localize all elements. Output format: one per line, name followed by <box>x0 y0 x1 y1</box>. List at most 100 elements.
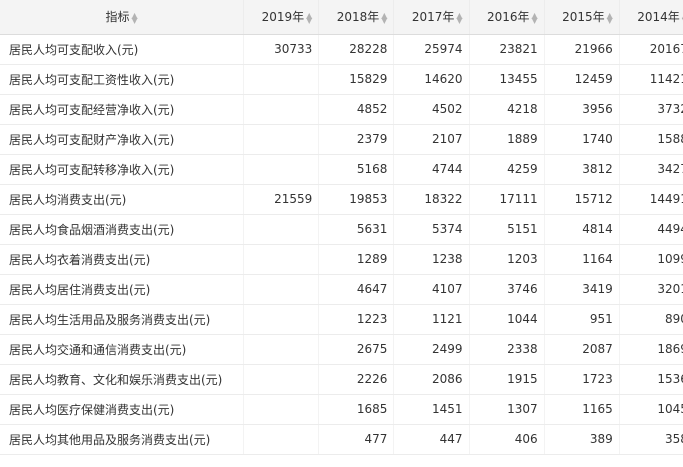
value-cell: 23821 <box>469 34 545 65</box>
column-header-year[interactable]: 2014年▲▼ <box>619 0 683 35</box>
value-cell: 1238 <box>393 244 470 275</box>
value-cell: 25974 <box>393 34 470 65</box>
value-cell <box>243 124 320 155</box>
value-cell: 4744 <box>393 154 470 185</box>
value-cell: 1044 <box>469 304 545 335</box>
value-cell: 5631 <box>318 214 395 245</box>
value-cell: 2499 <box>393 334 470 365</box>
value-cell: 3746 <box>469 274 545 305</box>
value-cell: 14620 <box>393 64 470 95</box>
table-row: 居民人均可支配收入(元) 30733 28228 25974 23821 21966 201… <box>0 34 683 65</box>
table-row: 居民人均居住消费支出(元) 46474107374634193201 <box>0 274 683 305</box>
value-cell: 1740 <box>544 124 620 155</box>
value-cell: 13455 <box>469 64 545 95</box>
sort-icon[interactable]: ▲▼ <box>531 10 538 25</box>
value-cell <box>243 154 320 185</box>
table-row: 居民人均其他用品及服务消费支出(元) 477447406389358 <box>0 424 683 455</box>
indicator-cell: 居民人均消费支出(元) <box>0 184 245 215</box>
value-cell: 3956 <box>544 94 620 125</box>
value-cell: 14491 <box>619 184 683 215</box>
value-cell: 4218 <box>469 94 545 125</box>
table-row: 居民人均可支配财产净收入(元) 23792107188917401588 <box>0 124 683 155</box>
value-cell: 3812 <box>544 154 620 185</box>
sort-icon[interactable]: ▲▼ <box>606 10 613 25</box>
value-cell: 1289 <box>318 244 395 275</box>
column-header-label: 指标 <box>105 10 130 25</box>
indicator-cell: 居民人均可支配财产净收入(元) <box>0 124 245 155</box>
indicator-cell: 居民人均可支配工资性收入(元) <box>0 64 245 95</box>
column-header-label: 2016年 <box>486 10 530 25</box>
value-cell: 15712 <box>544 184 620 215</box>
value-cell: 1869 <box>619 334 683 365</box>
value-cell: 5151 <box>469 214 545 245</box>
table-row: 居民人均衣着消费支出(元) 12891238120311641099 <box>0 244 683 275</box>
column-header-label: 2014年 <box>637 10 680 25</box>
value-cell: 4502 <box>393 94 470 125</box>
indicator-cell: 居民人均医疗保健消费支出(元) <box>0 394 245 425</box>
indicator-cell: 居民人均交通和通信消费支出(元) <box>0 334 245 365</box>
value-cell: 358 <box>619 424 683 455</box>
sort-icon[interactable]: ▲▼ <box>131 10 138 25</box>
value-cell: 3732 <box>619 94 683 125</box>
value-cell: 2338 <box>469 334 545 365</box>
column-header-year[interactable]: 2017年 ▲ ▼ <box>393 0 470 35</box>
sort-icon[interactable]: ▲▼ <box>456 10 463 25</box>
value-cell: 2675 <box>318 334 395 365</box>
column-header-label: 2015年 <box>562 10 605 25</box>
value-cell: 890 <box>619 304 683 335</box>
table-row: 居民人均交通和通信消费支出(元) 26752499233820871869 <box>0 334 683 365</box>
value-cell: 12459 <box>544 64 620 95</box>
column-header-year[interactable]: 2016年 ▲ ▼ <box>469 0 545 35</box>
value-cell <box>243 364 320 395</box>
column-header-indicator[interactable]: 指标 ▲ ▼ <box>0 0 245 35</box>
table-body: 居民人均可支配收入(元) 30733 28228 25974 23821 21966 201… <box>0 34 683 455</box>
value-cell: 389 <box>544 424 620 455</box>
value-cell: 406 <box>469 424 545 455</box>
value-cell: 4647 <box>318 274 395 305</box>
value-cell: 15829 <box>318 64 395 95</box>
value-cell: 1889 <box>469 124 545 155</box>
value-cell: 1723 <box>544 364 620 395</box>
value-cell: 21559 <box>243 184 320 215</box>
value-cell: 1685 <box>318 394 395 425</box>
column-header-year[interactable]: 2018年 ▲ ▼ <box>318 0 395 35</box>
value-cell: 1307 <box>469 394 545 425</box>
value-cell: 4852 <box>318 94 395 125</box>
value-cell <box>243 424 320 455</box>
column-header-year[interactable]: 2019年 ▲ ▼ <box>243 0 320 35</box>
value-cell: 2107 <box>393 124 470 155</box>
column-header-label: 2019年 <box>261 10 305 25</box>
value-cell: 2086 <box>393 364 470 395</box>
value-cell <box>243 64 320 95</box>
sort-icon[interactable]: ▲▼ <box>682 11 683 24</box>
value-cell: 4259 <box>469 154 545 185</box>
indicator-cell: 居民人均可支配转移净收入(元) <box>0 154 245 185</box>
value-cell <box>243 394 320 425</box>
column-header-year[interactable]: 2015年 ▲ ▼ <box>544 0 620 35</box>
value-cell: 21966 <box>544 34 620 65</box>
value-cell: 4107 <box>393 274 470 305</box>
table-row: 居民人均可支配转移净收入(元) 51684744425938123427 <box>0 154 683 185</box>
table-row: 居民人均可支配工资性收入(元) 1582914620134551245911421 <box>0 64 683 95</box>
value-cell: 30733 <box>243 34 320 65</box>
indicator-cell: 居民人均可支配收入(元) <box>0 34 245 65</box>
sort-icon[interactable]: ▲▼ <box>306 10 313 25</box>
indicator-cell: 居民人均居住消费支出(元) <box>0 274 245 305</box>
table-header-row: 指标 ▲ ▼ 2019年 ▲ ▼ 2018年 ▲ ▼ 2017年 ▲ ▼ 2016年 ▲ ▼ 2015年 ▲ ▼ 2… <box>0 0 683 35</box>
indicator-cell: 居民人均教育、文化和娱乐消费支出(元) <box>0 364 245 395</box>
column-header-label: 2017年 <box>411 10 455 25</box>
value-cell: 951 <box>544 304 620 335</box>
value-cell: 2087 <box>544 334 620 365</box>
indicator-cell: 居民人均生活用品及服务消费支出(元) <box>0 304 245 335</box>
value-cell: 477 <box>318 424 395 455</box>
value-cell: 17111 <box>469 184 545 215</box>
value-cell: 1588 <box>619 124 683 155</box>
data-table: 指标 ▲ ▼ 2019年 ▲ ▼ 2018年 ▲ ▼ 2017年 ▲ ▼ 2016年 ▲ ▼ 2015年 ▲ ▼ 2… <box>0 0 683 455</box>
value-cell <box>243 304 320 335</box>
sort-icon[interactable]: ▲▼ <box>381 10 388 25</box>
value-cell: 5168 <box>318 154 395 185</box>
value-cell: 28228 <box>318 34 395 65</box>
table-row: 居民人均食品烟酒消费支出(元) 56315374515148144494 <box>0 214 683 245</box>
table-row: 居民人均可支配经营净收入(元) 48524502421839563732 <box>0 94 683 125</box>
